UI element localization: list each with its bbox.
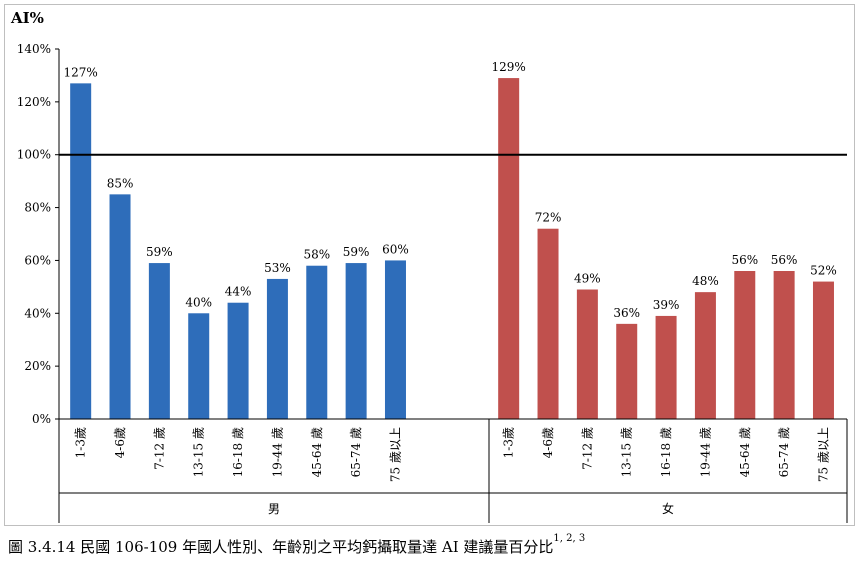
category-label: 1-3歲: [502, 427, 516, 458]
data-label: 40%: [185, 295, 212, 309]
bar: [616, 323, 638, 419]
category-label: 1-3歲: [74, 427, 88, 458]
y-tick-label: 140%: [17, 42, 51, 56]
category-label: 65-74 歲: [349, 427, 363, 477]
bar: [812, 281, 834, 419]
bar: [109, 194, 131, 419]
category-label: 75 歲以上: [816, 427, 830, 482]
bar: [148, 263, 170, 419]
y-tick-label: 60%: [24, 253, 51, 267]
caption-text: 圖 3.4.14 民國 106-109 年國人性別、年齡別之平均鈣攝取量達 AI…: [8, 538, 554, 556]
category-label: 7-12 歲: [580, 427, 594, 470]
caption-footnote-refs: 1, 2, 3: [553, 533, 586, 544]
bar: [694, 292, 716, 419]
bar: [188, 313, 210, 419]
category-label: 45-64 歲: [310, 427, 324, 477]
category-label: 13-15 歲: [620, 427, 634, 477]
bar: [266, 278, 288, 419]
figure-caption: 圖 3.4.14 民國 106-109 年國人性別、年齡別之平均鈣攝取量達 AI…: [8, 533, 586, 557]
bar: [773, 271, 795, 419]
data-label: 56%: [771, 253, 798, 267]
category-label: 16-18 歲: [659, 427, 673, 477]
data-label: 44%: [225, 285, 252, 299]
data-label: 60%: [382, 242, 409, 256]
data-label: 129%: [492, 60, 526, 74]
data-label: 127%: [64, 65, 98, 79]
data-label: 85%: [107, 176, 134, 190]
category-label: 75 歲以上: [388, 427, 402, 482]
bar: [306, 265, 328, 419]
category-label: 7-12 歲: [152, 427, 166, 470]
category-label: 16-18 歲: [231, 427, 245, 477]
bar-chart: AI% 0% 20% 40% 60% 80% 100% 120% 140% 127% 1-3歲 85%…: [10, 9, 848, 523]
bar: [498, 78, 520, 420]
category-label: 4-6歲: [113, 427, 127, 458]
group-label: 女: [662, 501, 674, 516]
data-label: 56%: [731, 253, 758, 267]
data-label: 39%: [653, 298, 680, 312]
y-tick-label: 0%: [32, 412, 51, 426]
category-label: 65-74 歲: [777, 427, 791, 477]
bar: [734, 271, 756, 419]
data-label: 49%: [574, 272, 601, 286]
category-label: 45-64 歲: [738, 427, 752, 477]
y-tick-label: 80%: [24, 201, 51, 215]
bar: [537, 228, 559, 419]
data-label: 58%: [303, 248, 330, 262]
chart-frame: AI% 0% 20% 40% 60% 80% 100% 120% 140% 127% 1-3歲 85%…: [4, 4, 855, 526]
data-label: 59%: [146, 245, 173, 259]
y-tick-label: 40%: [24, 306, 51, 320]
bar: [655, 315, 677, 419]
data-label: 59%: [343, 245, 370, 259]
bar: [576, 289, 598, 419]
data-label: 72%: [535, 211, 562, 225]
y-tick-label: 20%: [24, 359, 51, 373]
y-tick-label: 120%: [17, 95, 51, 109]
data-label: 53%: [264, 261, 291, 275]
category-label: 19-44 歲: [698, 427, 712, 477]
bar: [345, 263, 367, 419]
y-axis-title: AI%: [10, 9, 44, 27]
bar: [384, 260, 406, 419]
bar: [227, 302, 249, 419]
group-label: 男: [268, 502, 280, 516]
data-label: 48%: [692, 274, 719, 288]
category-label: 4-6歲: [541, 427, 555, 458]
data-label: 36%: [613, 306, 640, 320]
bar: [70, 83, 92, 419]
category-label: 19-44 歲: [270, 427, 284, 477]
category-label: 13-15 歲: [192, 427, 206, 477]
y-tick-label: 100%: [17, 148, 51, 162]
data-label: 52%: [810, 264, 837, 278]
